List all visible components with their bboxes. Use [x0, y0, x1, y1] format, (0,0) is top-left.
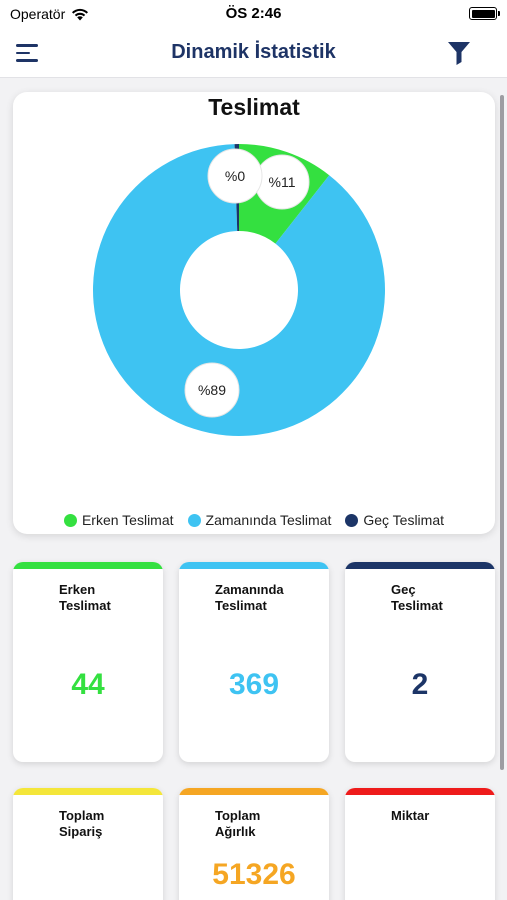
- legend-item: Geç Teslimat: [345, 512, 444, 528]
- stat-card-color-bar: [13, 788, 163, 795]
- stat-card[interactable]: Erken Teslimat 44: [13, 562, 163, 762]
- slice-label-1: %11: [254, 154, 310, 210]
- stat-card-label: Erken Teslimat: [59, 582, 111, 613]
- slice-label-text: %0: [225, 168, 245, 184]
- stat-card-color-bar: [179, 788, 329, 795]
- slice-label-2: %89: [184, 362, 240, 418]
- chart-title: Teslimat: [208, 94, 300, 120]
- wifi-icon: [72, 8, 89, 20]
- delivery-chart-card: Teslimat %11 %89 %0 Erken Teslimat Zamanınd…: [13, 92, 495, 534]
- legend-label: Zamanında Teslimat: [205, 512, 332, 528]
- slice-label-text: %89: [198, 382, 226, 398]
- stat-card-value: 369: [228, 668, 280, 701]
- stat-card[interactable]: Toplam Sipariş: [13, 788, 163, 900]
- filter-icon[interactable]: [447, 40, 471, 66]
- stat-card-value: 44: [71, 668, 105, 701]
- legend-dot: [345, 513, 359, 527]
- status-bar: Operatör ÖS 2:46: [0, 0, 507, 28]
- stat-card-label: Miktar: [391, 808, 430, 823]
- hamburger-icon[interactable]: [16, 40, 44, 66]
- stat-card-value: 2: [411, 668, 429, 701]
- stat-card[interactable]: Toplam Ağırlık 51326: [179, 788, 329, 900]
- stat-card-color-bar: [345, 562, 495, 569]
- carrier-label: Operatör: [10, 6, 66, 22]
- slice-label-3: %0: [207, 148, 263, 204]
- battery-icon: [469, 7, 500, 20]
- donut-chart: %11 %89 %0: [93, 144, 386, 436]
- legend-dot: [63, 513, 77, 527]
- stat-card[interactable]: Miktar: [345, 788, 495, 900]
- page-title: Dinamik İstatistik: [171, 41, 336, 63]
- scroll-indicator[interactable]: [500, 95, 504, 770]
- legend-dot: [187, 513, 201, 527]
- stat-card-label: Toplam Ağırlık: [215, 808, 261, 839]
- stat-card-color-bar: [13, 562, 163, 569]
- stat-card[interactable]: Zamanında Teslimat 369: [179, 562, 329, 762]
- legend-label: Erken Teslimat: [81, 512, 174, 528]
- stat-card-label: Toplam Sipariş: [59, 808, 105, 839]
- chart-legend: Erken Teslimat Zamanında Teslimat Geç Tesl…: [13, 512, 495, 528]
- legend-label: Geç Teslimat: [363, 512, 445, 528]
- carrier-group: Operatör: [10, 6, 89, 22]
- stat-card[interactable]: Geç Teslimat 2: [345, 562, 495, 762]
- donut-slice-2: [93, 144, 386, 436]
- slice-label-text: %11: [269, 174, 296, 190]
- stat-card-value: 51326: [212, 858, 296, 891]
- nav-bar: Dinamik İstatistik: [0, 28, 507, 78]
- legend-item: Zamanında Teslimat: [187, 512, 332, 528]
- stat-card-color-bar: [345, 788, 495, 795]
- legend-item: Erken Teslimat: [63, 512, 174, 528]
- stat-card-color-bar: [179, 562, 329, 569]
- stat-card-label: Zamanında Teslimat: [215, 582, 284, 613]
- battery-fill: [471, 9, 495, 18]
- stat-card-label: Geç Teslimat: [391, 582, 443, 613]
